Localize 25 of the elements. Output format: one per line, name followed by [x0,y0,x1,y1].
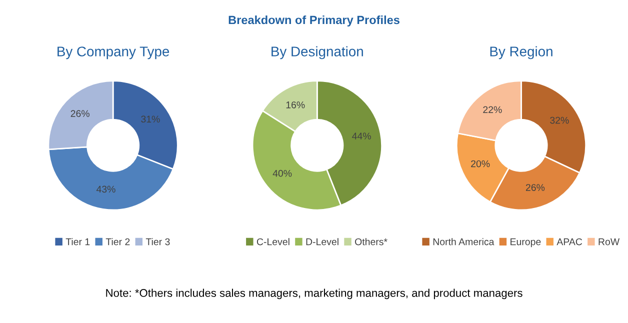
chart-title: By Company Type [58,46,170,60]
legend-label: North America [433,238,494,246]
legend-label: APAC [556,238,582,246]
data-label: 16% [286,101,305,108]
data-label: 22% [483,106,502,114]
data-label: 43% [96,186,116,193]
legend-label: RoW [598,238,620,246]
data-label: 32% [550,116,569,124]
legend-label: Europe [510,238,541,248]
legend-label: Tier 3 [146,238,170,246]
data-label: 31% [141,116,160,123]
legend-label: D-Level [306,238,338,246]
legend-label: C-Level [256,238,290,246]
data-label: 20% [471,160,490,168]
chart-title: By Designation [272,46,363,60]
data-label: 26% [526,184,545,191]
text: Breakdown of Primary Profiles [228,15,400,26]
chart-title: By Region [490,46,552,60]
data-label: 26% [70,110,90,118]
legend-label: Tier 1 [66,238,90,246]
legend-label: Others* [355,238,388,246]
data-label: 40% [272,170,292,177]
data-label: 44% [352,132,371,140]
legend-label: Tier 2 [106,238,130,246]
text: Note: *Others includes sales managers, marketing managers, and product managers [106,288,522,300]
